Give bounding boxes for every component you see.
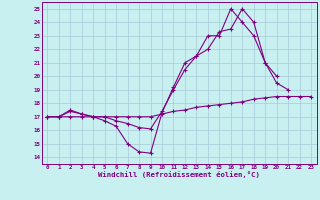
X-axis label: Windchill (Refroidissement éolien,°C): Windchill (Refroidissement éolien,°C) xyxy=(98,171,260,178)
